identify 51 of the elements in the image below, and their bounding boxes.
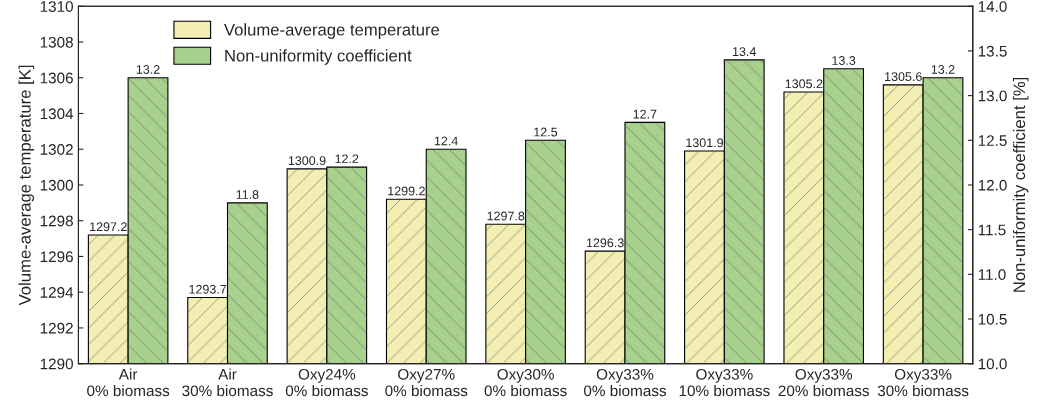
x-tick-label: Oxy24% 0% biomass	[285, 368, 368, 397]
data-label: 1297.8	[487, 211, 525, 221]
x-tick-label: Oxy33% 20% biomass	[778, 368, 870, 397]
y2-tick-label: 11.5	[978, 224, 1006, 236]
data-label: 12.4	[434, 136, 458, 146]
data-label: 1293.7	[189, 284, 227, 294]
y2-tick-label: 11.0	[978, 269, 1006, 280]
data-label: 1299.2	[388, 186, 425, 196]
data-label: 12.2	[335, 154, 359, 164]
legend-label: Non-uniformity coefficient	[225, 49, 412, 65]
data-label: 12.5	[534, 127, 558, 137]
data-label: 1305.6	[885, 72, 922, 82]
x-tick-label: Oxy33% 0% biomass	[583, 368, 667, 397]
y2-tick-label: 10.0	[978, 358, 1007, 370]
y2-tick-label: 12.5	[978, 135, 1007, 146]
x-tick-label: Oxy33% 10% biomass	[679, 368, 770, 397]
y-tick-label: 1310	[40, 1, 73, 12]
y-tick-label: 1304	[40, 108, 74, 120]
y2-tick-label: 10.5	[978, 313, 1007, 325]
x-tick-label: Air 0% biomass	[87, 368, 170, 397]
x-tick-label: Oxy30% 0% biomass	[484, 368, 567, 397]
y-tick-label: 1306	[40, 72, 73, 84]
x-tick-label: Oxy33% 30% biomass	[877, 368, 969, 397]
y2-axis-title: Non-uniformity coefficient [%]	[1012, 77, 1029, 292]
y2-tick-label: 13.5	[978, 45, 1007, 57]
y-tick-label: 1302	[40, 144, 73, 155]
y-tick-label: 1294	[40, 287, 74, 298]
y-tick-label: 1308	[40, 36, 73, 48]
y2-tick-label: 12.0	[978, 179, 1007, 191]
data-label: 1301.9	[686, 138, 724, 148]
data-label: 13.2	[931, 65, 955, 74]
x-tick-label: Air 30% biomass	[182, 368, 273, 397]
data-label: 1296.3	[586, 238, 624, 248]
y-tick-label: 1292	[40, 322, 73, 334]
y-tick-label: 1296	[40, 251, 73, 263]
y2-tick-label: 13.0	[978, 90, 1007, 102]
y-axis-title: Volume-average temperature [K]	[18, 65, 35, 306]
y2-tick-label: 14.0	[978, 1, 1007, 12]
data-label: 12.7	[633, 109, 657, 119]
legend-label: Volume-average temperature	[224, 23, 440, 39]
data-label: 1297.2	[90, 222, 127, 232]
y-tick-label: 1290	[40, 358, 73, 370]
data-label: 1300.9	[288, 156, 326, 166]
y-tick-label: 1300	[40, 179, 73, 191]
data-label: 11.8	[236, 190, 259, 199]
x-tick-label: Oxy27% 0% biomass	[385, 368, 468, 397]
data-label: 13.3	[832, 56, 856, 65]
data-label: 13.2	[136, 65, 160, 74]
data-label: 13.4	[733, 47, 757, 57]
data-label: 1305.2	[785, 79, 823, 89]
y-tick-label: 1298	[40, 215, 73, 227]
